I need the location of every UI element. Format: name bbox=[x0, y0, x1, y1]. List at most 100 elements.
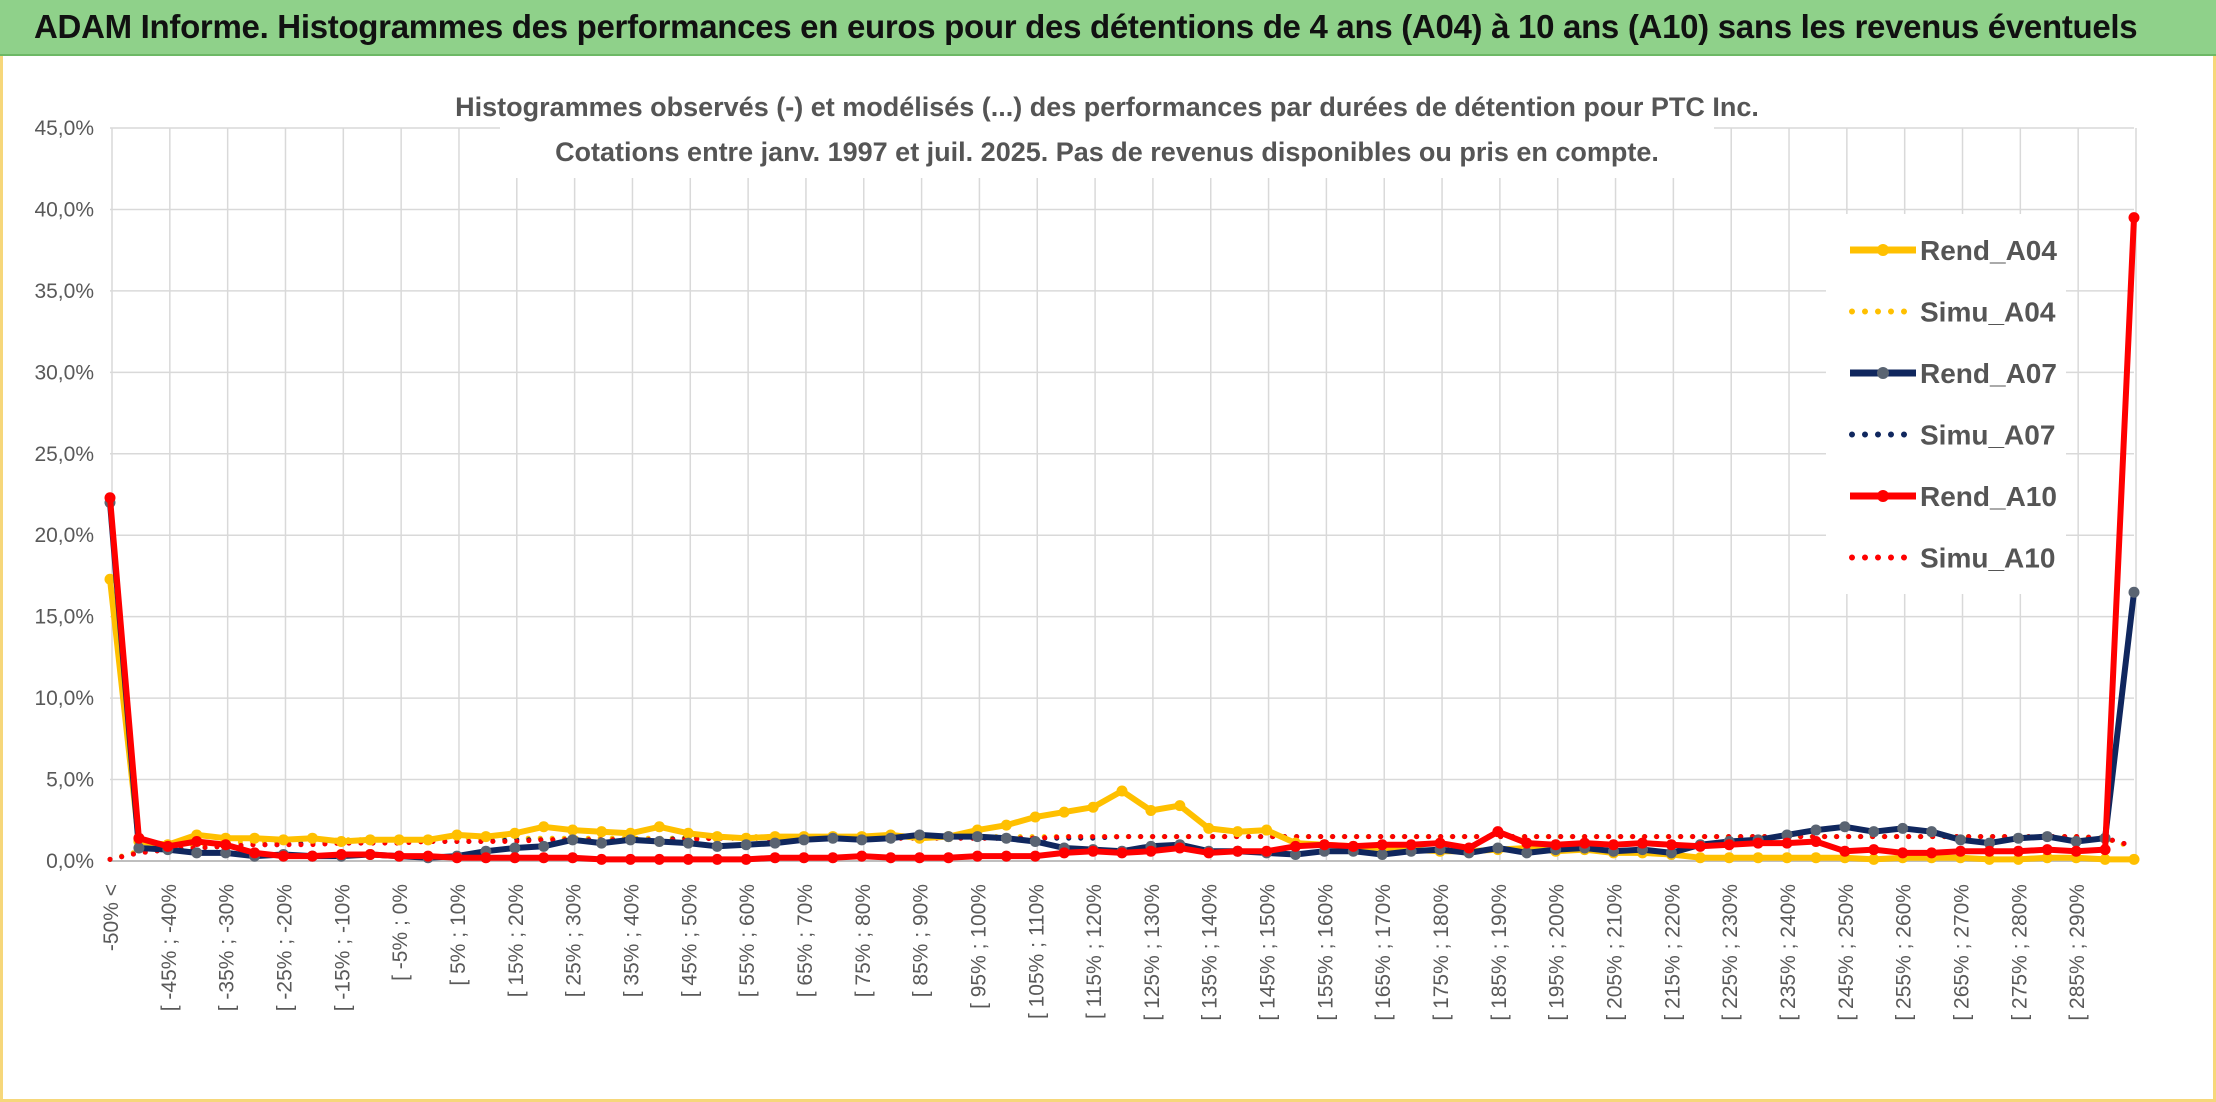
data-point-Rend_A07 bbox=[740, 839, 752, 851]
data-point-Rend_A04 bbox=[653, 821, 665, 833]
data-point-Rend_A07 bbox=[538, 840, 550, 852]
data-point-Rend_A10 bbox=[335, 848, 347, 860]
x-tick-label: [ -35% ; -30% bbox=[216, 884, 239, 1011]
data-point-Rend_A04 bbox=[335, 835, 347, 847]
data-point-Rend_A07 bbox=[596, 837, 608, 849]
data-point-Rend_A10 bbox=[1926, 847, 1938, 859]
data-point-Rend_A10 bbox=[162, 840, 174, 852]
data-point-Rend_A04 bbox=[567, 824, 579, 836]
x-tick-label: [ 135% ; 140% bbox=[1199, 884, 1222, 1021]
data-point-Rend_A10 bbox=[1463, 842, 1475, 854]
data-point-Rend_A07 bbox=[1983, 837, 1995, 849]
data-point-Rend_A07 bbox=[1926, 826, 1938, 838]
data-point-Rend_A10 bbox=[2128, 212, 2140, 224]
x-tick-label: [ 65% ; 70% bbox=[794, 884, 817, 997]
data-point-Rend_A04 bbox=[249, 832, 261, 844]
data-point-Rend_A10 bbox=[1694, 840, 1706, 852]
data-point-Rend_A10 bbox=[1636, 837, 1648, 849]
data-point-Rend_A10 bbox=[1174, 842, 1186, 854]
data-point-Rend_A10 bbox=[1087, 845, 1099, 857]
x-tick-label: [ 225% ; 230% bbox=[1719, 884, 1742, 1021]
data-point-Rend_A10 bbox=[596, 853, 608, 865]
x-tick-label: [ 285% ; 290% bbox=[2066, 884, 2089, 1021]
x-tick-label: [ -45% ; -40% bbox=[158, 884, 181, 1011]
data-point-Rend_A07 bbox=[191, 847, 203, 859]
data-point-Rend_A07 bbox=[885, 832, 897, 844]
data-point-Rend_A04 bbox=[1723, 852, 1735, 864]
data-point-Rend_A10 bbox=[422, 850, 434, 862]
data-point-Rend_A10 bbox=[856, 850, 868, 862]
data-point-Rend_A10 bbox=[1434, 837, 1446, 849]
data-point-Rend_A10 bbox=[1116, 847, 1128, 859]
data-point-Rend_A10 bbox=[538, 852, 550, 864]
data-point-Rend_A10 bbox=[220, 839, 232, 851]
data-point-Rend_A04 bbox=[596, 826, 608, 838]
data-point-Rend_A04 bbox=[1000, 819, 1012, 831]
x-tick-label: [ 125% ; 130% bbox=[1141, 884, 1164, 1021]
data-point-Rend_A04 bbox=[2041, 852, 2053, 864]
x-tick-label: [ 175% ; 180% bbox=[1430, 884, 1453, 1021]
data-point-Rend_A10 bbox=[1955, 845, 1967, 857]
y-tick-label: 0,0% bbox=[46, 850, 94, 873]
x-tick-label: [ 235% ; 240% bbox=[1777, 884, 1800, 1021]
data-point-Rend_A07 bbox=[1897, 822, 1909, 834]
data-point-Rend_A07 bbox=[220, 847, 232, 859]
data-point-Rend_A04 bbox=[1174, 800, 1186, 812]
x-tick-label: [ 265% ; 270% bbox=[1951, 884, 1974, 1021]
data-point-Rend_A10 bbox=[133, 832, 145, 844]
legend-label-Simu_A07: Simu_A07 bbox=[1920, 420, 2055, 451]
y-tick-label: 45,0% bbox=[34, 117, 94, 140]
data-point-Rend_A10 bbox=[798, 852, 810, 864]
data-point-Rend_A04 bbox=[393, 834, 405, 846]
data-point-Rend_A04 bbox=[711, 831, 723, 843]
y-tick-label: 35,0% bbox=[34, 280, 94, 303]
legend-label-Rend_A10: Rend_A10 bbox=[1920, 481, 2057, 512]
x-tick-label: [ 195% ; 200% bbox=[1546, 884, 1569, 1021]
x-tick-label: [ 205% ; 210% bbox=[1604, 884, 1627, 1021]
x-tick-label: [ 15% ; 20% bbox=[505, 884, 528, 997]
data-point-Rend_A10 bbox=[1665, 839, 1677, 851]
y-tick-label: 10,0% bbox=[34, 687, 94, 710]
data-point-Rend_A10 bbox=[1347, 840, 1359, 852]
y-tick-label: 5,0% bbox=[46, 769, 94, 792]
data-point-Rend_A07 bbox=[1492, 842, 1504, 854]
y-tick-label: 40,0% bbox=[34, 198, 94, 221]
data-point-Rend_A10 bbox=[1261, 845, 1273, 857]
data-point-Rend_A04 bbox=[1116, 785, 1128, 797]
data-point-Rend_A10 bbox=[2070, 845, 2082, 857]
data-point-Rend_A10 bbox=[943, 852, 955, 864]
x-tick-label: [ 35% ; 40% bbox=[620, 884, 643, 997]
report-title: ADAM Informe. Histogrammes des performan… bbox=[34, 8, 2138, 45]
data-point-Rend_A10 bbox=[740, 853, 752, 865]
data-point-Rend_A10 bbox=[1318, 839, 1330, 851]
data-point-Rend_A10 bbox=[2099, 844, 2111, 856]
data-point-Rend_A10 bbox=[885, 852, 897, 864]
data-point-Rend_A10 bbox=[1000, 850, 1012, 862]
data-point-Rend_A04 bbox=[104, 573, 116, 585]
x-tick-label: [ 75% ; 80% bbox=[852, 884, 875, 997]
data-point-Rend_A10 bbox=[306, 850, 318, 862]
data-point-Rend_A10 bbox=[914, 852, 926, 864]
data-point-Rend_A10 bbox=[104, 492, 116, 504]
data-point-Rend_A10 bbox=[1723, 839, 1735, 851]
x-tick-label: [ 55% ; 60% bbox=[736, 884, 759, 997]
x-tick-label: [ 275% ; 280% bbox=[2008, 884, 2031, 1021]
x-tick-label: -50% < bbox=[100, 884, 123, 951]
chart-title: Histogrammes observés (-) et modélisés (… bbox=[455, 92, 1759, 122]
y-axis: 0,0% 5,0% 10,0% 15,0% 20,0% 25,0% 30,0% 35,0% 40… bbox=[34, 117, 94, 873]
x-tick-label: [ -5% ; 0% bbox=[389, 884, 412, 981]
data-point-Rend_A10 bbox=[711, 853, 723, 865]
data-point-Rend_A10 bbox=[1289, 840, 1301, 852]
data-point-Rend_A10 bbox=[393, 850, 405, 862]
data-point-Rend_A07 bbox=[509, 842, 521, 854]
data-point-Rend_A04 bbox=[277, 834, 289, 846]
data-point-Rend_A07 bbox=[653, 835, 665, 847]
chart-title-background bbox=[500, 84, 1714, 178]
data-point-Rend_A10 bbox=[1752, 837, 1764, 849]
data-point-Rend_A04 bbox=[1203, 822, 1215, 834]
data-point-Rend_A10 bbox=[1058, 847, 1070, 859]
data-point-Rend_A10 bbox=[1983, 845, 1995, 857]
data-point-Rend_A07 bbox=[769, 837, 781, 849]
data-point-Rend_A04 bbox=[1868, 853, 1880, 865]
data-point-Rend_A10 bbox=[480, 852, 492, 864]
